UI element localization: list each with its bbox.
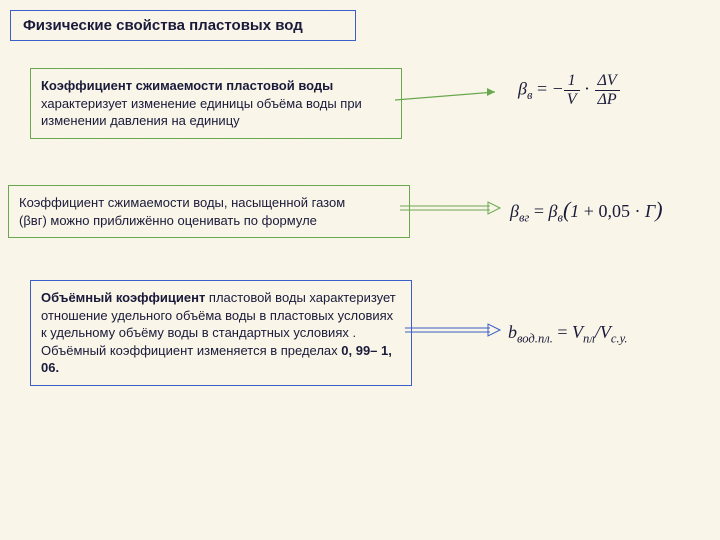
v1-sub: пл xyxy=(583,332,595,346)
const005: 0,05 xyxy=(598,201,630,221)
formula-gas-saturated: βвг = βв(1 + 0,05 · Г) xyxy=(510,197,663,226)
block3-description: Объёмный коэффициент пластовой воды хара… xyxy=(30,280,412,386)
v2-sub: с.у. xyxy=(611,332,628,346)
b-sub: вод.пл. xyxy=(517,332,553,346)
title-text: Физические свойства пластовых вод xyxy=(23,17,303,34)
beta-sub-lhs: вг xyxy=(519,211,529,225)
frac2-num: ΔV xyxy=(595,72,620,91)
arrow-block1 xyxy=(395,80,510,110)
beta-sub1: в xyxy=(527,88,532,102)
arrow-block2 xyxy=(400,198,505,218)
block1-bold: Коэффициент сжимаемости пластовой воды xyxy=(41,78,333,93)
arrow-block3 xyxy=(405,320,505,340)
frac2-den: ΔP xyxy=(595,91,620,109)
block1-rest: характеризует изменение единицы объёма в… xyxy=(41,96,362,129)
block1-description: Коэффициент сжимаемости пластовой воды х… xyxy=(30,68,402,139)
frac1-num: 1 xyxy=(564,72,580,91)
block2-line1: Коэффициент сжимаемости воды, насыщенной… xyxy=(19,195,345,210)
frac1-den: V xyxy=(564,91,580,109)
formula-compressibility: βв = −1V · ΔVΔP xyxy=(518,72,620,109)
formula-volume-factor: bвод.пл. = Vпл/Vс.у. xyxy=(508,322,628,347)
gamma-sym: Г xyxy=(645,201,655,221)
block2-line2: (βвг) можно приближённо оценивать по фор… xyxy=(19,213,317,228)
page-title: Физические свойства пластовых вод xyxy=(10,10,356,41)
block3-bold1: Объёмный коэффициент xyxy=(41,290,205,305)
block2-description: Коэффициент сжимаемости воды, насыщенной… xyxy=(8,185,410,238)
